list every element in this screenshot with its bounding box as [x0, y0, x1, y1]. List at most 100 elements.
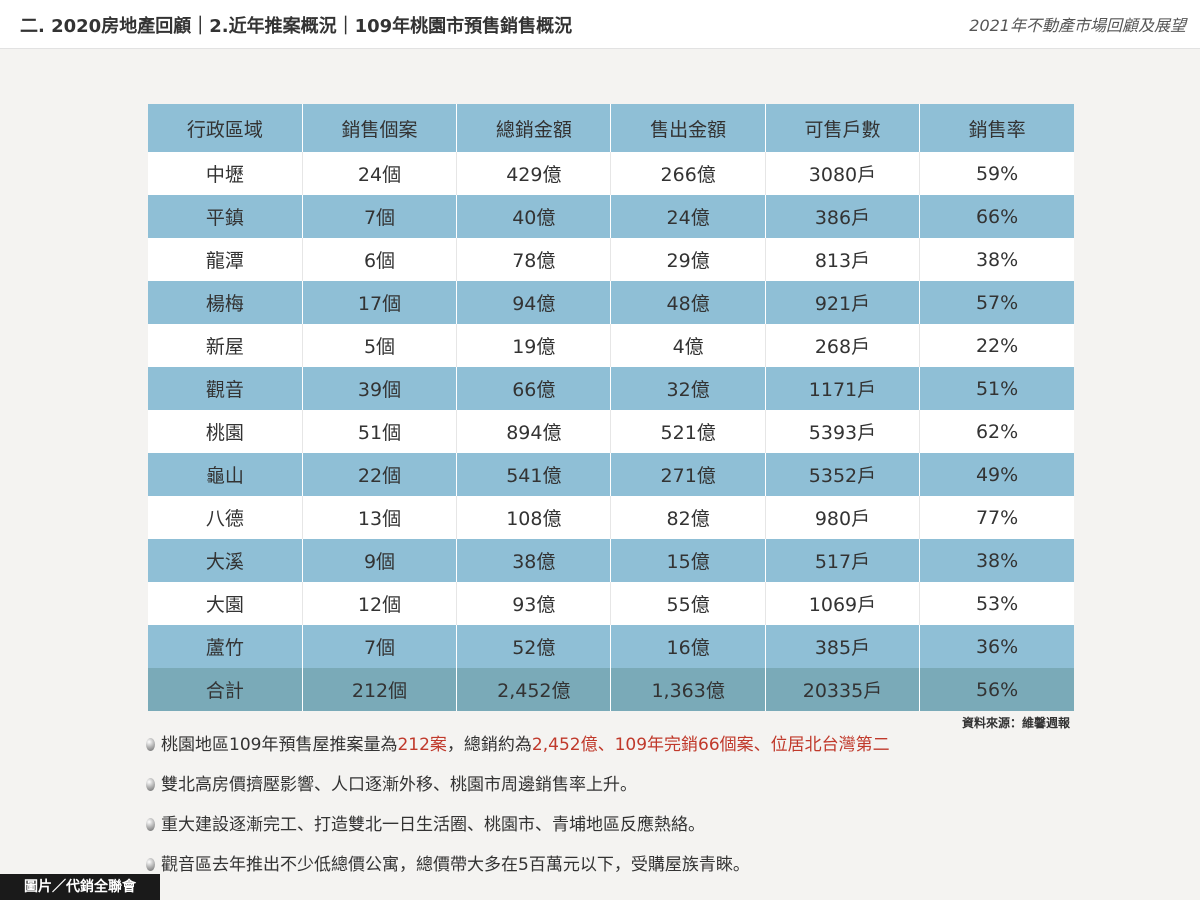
table-cell: 813戶 — [765, 238, 921, 281]
table-cell: 980戶 — [765, 496, 921, 539]
total-cell: 56% — [919, 668, 1074, 711]
table-cell: 5個 — [302, 324, 458, 367]
page-title: 二. 2020房地產回顧｜2.近年推案概況｜109年桃園市預售銷售概況 — [20, 16, 573, 37]
table-row: 龍潭 6個 78億 29億 813戶 38% — [148, 238, 1074, 281]
table-cell: 32億 — [610, 367, 766, 410]
table-row: 八德 13個 108億 82億 980戶 77% — [148, 496, 1074, 539]
table-cell: 921戶 — [765, 281, 921, 324]
table-cell: 429億 — [456, 152, 612, 195]
table-cell: 中壢 — [148, 152, 303, 195]
table-cell: 521億 — [610, 410, 766, 453]
bullet-dot-icon — [146, 818, 155, 831]
table-row: 龜山 22個 541億 271億 5352戶 49% — [148, 453, 1074, 496]
total-cell: 212個 — [302, 668, 458, 711]
table-cell: 八德 — [148, 496, 303, 539]
table-cell: 108億 — [456, 496, 612, 539]
column-header: 總銷金額 — [456, 104, 612, 152]
column-header: 可售戶數 — [765, 104, 921, 152]
table-cell: 29億 — [610, 238, 766, 281]
table-cell: 77% — [919, 496, 1074, 539]
table-cell: 1171戶 — [765, 367, 921, 410]
table-row: 大園 12個 93億 55億 1069戶 53% — [148, 582, 1074, 625]
table-cell: 36% — [919, 625, 1074, 668]
table-cell: 桃園 — [148, 410, 303, 453]
total-cell: 20335戶 — [765, 668, 921, 711]
table-cell: 楊梅 — [148, 281, 303, 324]
bullet-dot-icon — [146, 858, 155, 871]
bullet-item: 重大建設逐漸完工、打造雙北一日生活圈、桃園市、青埔地區反應熱絡。 — [146, 810, 1146, 850]
table-row: 蘆竹 7個 52億 16億 385戶 36% — [148, 625, 1074, 668]
bullet-text: 雙北高房價擠壓影響、人口逐漸外移、桃園市周邊銷售率上升。 — [161, 775, 637, 795]
total-cell: 1,363億 — [610, 668, 766, 711]
table-cell: 24個 — [302, 152, 458, 195]
bullet-text: 桃園地區109年預售屋推案量為 — [161, 735, 398, 755]
table-cell: 觀音 — [148, 367, 303, 410]
table-cell: 55億 — [610, 582, 766, 625]
bullet-text: 重大建設逐漸完工、打造雙北一日生活圈、桃園市、青埔地區反應熱絡。 — [161, 815, 705, 835]
page-subtitle: 2021年不動產市場回顧及展望 — [969, 16, 1186, 35]
table-cell: 78億 — [456, 238, 612, 281]
table-cell: 7個 — [302, 195, 458, 238]
table-cell: 龍潭 — [148, 238, 303, 281]
table-cell: 新屋 — [148, 324, 303, 367]
table-cell: 龜山 — [148, 453, 303, 496]
table-cell: 82億 — [610, 496, 766, 539]
table-cell: 22個 — [302, 453, 458, 496]
table-cell: 3080戶 — [765, 152, 921, 195]
table-cell: 38億 — [456, 539, 612, 582]
table-cell: 66億 — [456, 367, 612, 410]
data-source-note: 資料來源：維馨週報 — [961, 716, 1070, 730]
table-cell: 6個 — [302, 238, 458, 281]
table-cell: 541億 — [456, 453, 612, 496]
page-header: 二. 2020房地產回顧｜2.近年推案概況｜109年桃園市預售銷售概況 2021… — [0, 0, 1200, 49]
table-cell: 266億 — [610, 152, 766, 195]
table-cell: 894億 — [456, 410, 612, 453]
table-cell: 40億 — [456, 195, 612, 238]
table-cell: 19億 — [456, 324, 612, 367]
table-cell: 38% — [919, 238, 1074, 281]
table-row: 觀音 39個 66億 32億 1171戶 51% — [148, 367, 1074, 410]
bullet-dot-icon — [146, 778, 155, 791]
column-header: 售出金額 — [610, 104, 766, 152]
table-cell: 9個 — [302, 539, 458, 582]
table-cell: 5393戶 — [765, 410, 921, 453]
image-credit: 圖片／代銷全聯會 — [0, 874, 160, 900]
table-cell: 385戶 — [765, 625, 921, 668]
total-cell: 2,452億 — [456, 668, 612, 711]
table-cell: 51% — [919, 367, 1074, 410]
bullet-item: 桃園地區109年預售屋推案量為212案，總銷約為2,452億、109年完銷66個… — [146, 730, 1146, 770]
table-cell: 53% — [919, 582, 1074, 625]
column-header: 行政區域 — [148, 104, 303, 152]
column-header: 銷售率 — [919, 104, 1074, 152]
table-cell: 271億 — [610, 453, 766, 496]
table-cell: 386戶 — [765, 195, 921, 238]
table-cell: 93億 — [456, 582, 612, 625]
table-cell: 16億 — [610, 625, 766, 668]
table-cell: 15億 — [610, 539, 766, 582]
table-cell: 17個 — [302, 281, 458, 324]
table-cell: 蘆竹 — [148, 625, 303, 668]
table-row: 楊梅 17個 94億 48億 921戶 57% — [148, 281, 1074, 324]
table-cell: 62% — [919, 410, 1074, 453]
table-cell: 12個 — [302, 582, 458, 625]
column-header: 銷售個案 — [302, 104, 458, 152]
bullet-item: 雙北高房價擠壓影響、人口逐漸外移、桃園市周邊銷售率上升。 — [146, 770, 1146, 810]
table-cell: 38% — [919, 539, 1074, 582]
table-cell: 57% — [919, 281, 1074, 324]
bullet-dot-icon — [146, 738, 155, 751]
bullet-highlight: 2,452億、109年完銷66個案、位居北台灣第二 — [531, 735, 890, 755]
table-cell: 39個 — [302, 367, 458, 410]
bullet-highlight: 212案 — [397, 735, 447, 755]
table-row: 新屋 5個 19億 4億 268戶 22% — [148, 324, 1074, 367]
bullet-item: 觀音區去年推出不少低總價公寓，總價帶大多在5百萬元以下，受購屋族青睞。 — [146, 850, 1146, 890]
table-cell: 大園 — [148, 582, 303, 625]
table-row: 大溪 9個 38億 15億 517戶 38% — [148, 539, 1074, 582]
table-cell: 94億 — [456, 281, 612, 324]
table-cell: 48億 — [610, 281, 766, 324]
table-cell: 1069戶 — [765, 582, 921, 625]
table-cell: 4億 — [610, 324, 766, 367]
table-cell: 268戶 — [765, 324, 921, 367]
table-cell: 平鎮 — [148, 195, 303, 238]
table-cell: 24億 — [610, 195, 766, 238]
table-header-row: 行政區域 銷售個案 總銷金額 售出金額 可售戶數 銷售率 — [148, 104, 1074, 152]
